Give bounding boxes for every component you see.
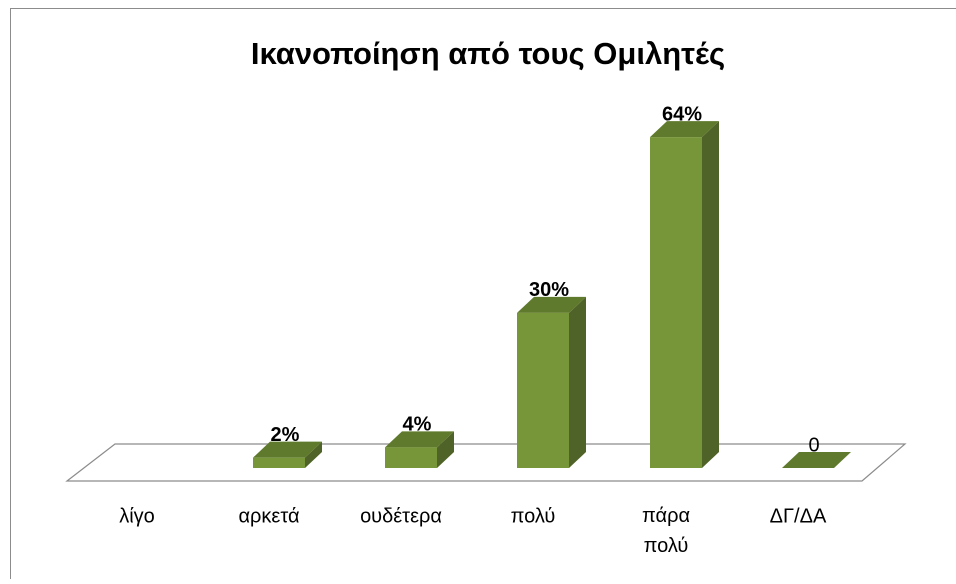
- x-tick-label: ουδέτερα: [360, 505, 442, 527]
- x-tick-label: πολύ: [511, 505, 556, 527]
- x-tick-label: αρκετά: [238, 505, 299, 527]
- x-tick-label: ΔΓ/ΔΑ: [770, 505, 827, 527]
- x-tick-label: λίγο: [119, 505, 155, 527]
- data-label: 30%: [529, 279, 569, 301]
- bar-side: [702, 121, 719, 468]
- bar-front: [517, 313, 569, 468]
- data-label: 64%: [662, 103, 702, 125]
- bar: [650, 121, 719, 468]
- bar-side: [569, 297, 586, 468]
- bar-front: [385, 447, 437, 468]
- data-label: 4%: [403, 414, 432, 436]
- data-label: 0: [808, 434, 819, 456]
- bar-front: [253, 458, 305, 468]
- floor: [67, 444, 905, 481]
- chart-border: [11, 9, 956, 580]
- bar-front: [650, 137, 702, 468]
- chart-title: Ικανοποίηση από τους Ομιλητές: [251, 36, 725, 71]
- data-label: 2%: [271, 424, 300, 446]
- bar: [517, 297, 586, 468]
